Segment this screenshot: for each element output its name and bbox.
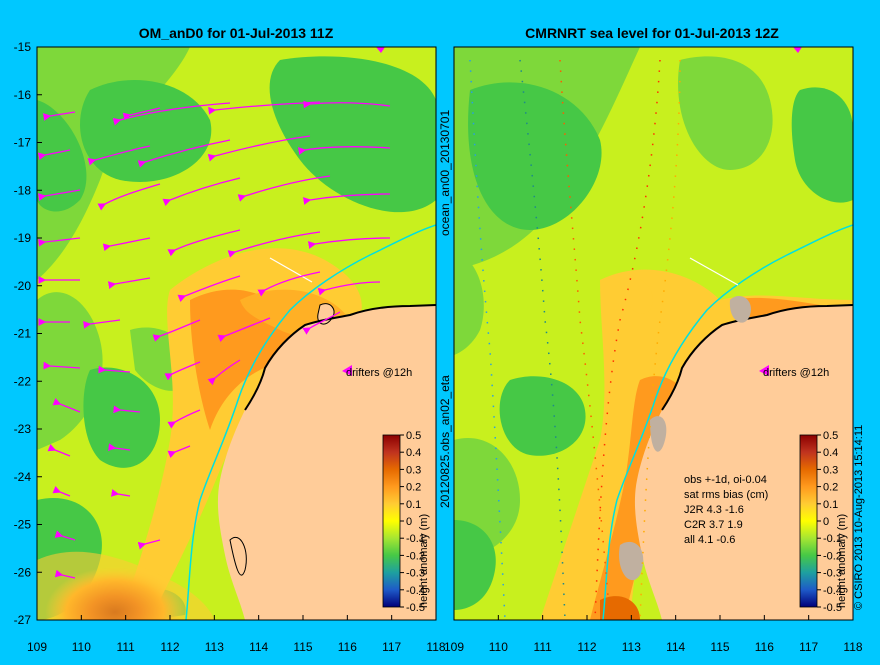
stats-line: obs +-1d, oi-0.04 xyxy=(684,474,767,486)
right-panel-title: CMRNRT sea level for 01-Jul-2013 12Z xyxy=(525,25,779,41)
colorbar-tick-label: -0.1 xyxy=(406,533,425,545)
x-tick-label: 118 xyxy=(426,640,445,654)
left-colorbar-label: height anomaly (m) xyxy=(418,513,430,608)
left-velocity-arrows xyxy=(37,100,391,579)
right-colorbar-ticks: 0.5 0.4 0.3 0.2 0.1 0 -0.1 -0.2 -0.3 -0.4 -0.5 xyxy=(817,430,842,614)
colorbar-tick-label: 0.3 xyxy=(406,464,421,476)
left-y-axis: -15 -16 -17 -18 -19 -20 -21 -22 -23 -24 -25 -26 -27 xyxy=(14,40,42,627)
y-tick-label: -16 xyxy=(14,88,32,102)
x-tick-label: 113 xyxy=(622,640,641,654)
stats-line: J2R 4.3 -1.6 xyxy=(684,504,744,516)
stats-line: all 4.1 -0.6 xyxy=(684,534,735,546)
right-drifters-label: drifters @12h xyxy=(763,367,829,379)
x-tick-label: 113 xyxy=(205,640,224,654)
colorbar-tick-label: 0 xyxy=(406,516,412,528)
left-panel-title: OM_anD0 for 01-Jul-2013 11Z xyxy=(139,25,334,41)
colorbar-tick-label: -0.5 xyxy=(406,602,425,614)
x-tick-label: 110 xyxy=(72,640,91,654)
colorbar-tick-label: 0.2 xyxy=(823,482,838,494)
left-map: drifters @12h 0.5 0.4 0.3 0.2 0.1 0 -0.1 -0.2 -0… xyxy=(37,47,436,620)
y-tick-label: -18 xyxy=(14,183,32,197)
stats-line: sat rms bias (cm) xyxy=(684,489,768,501)
left-colorbar-ticks: 0.5 0.4 0.3 0.2 0.1 0 -0.1 -0.2 -0.3 -0.4 -0.5 xyxy=(400,430,425,614)
colorbar-tick-label: 0.1 xyxy=(823,499,838,511)
x-tick-label: 109 xyxy=(27,640,47,654)
colorbar-tick-label: 0.1 xyxy=(406,499,421,511)
y-tick-label: -17 xyxy=(14,136,32,150)
y-tick-label: -20 xyxy=(14,279,32,293)
colorbar-tick-label: -0.1 xyxy=(823,533,842,545)
colorbar-tick-label: -0.5 xyxy=(823,602,842,614)
right-colorbar xyxy=(799,434,818,608)
left-x-axis: 109 110 111 112 113 114 115 116 117 118 xyxy=(27,615,446,654)
right-observation-tracks xyxy=(469,59,681,620)
colorbar-tick-label: 0.4 xyxy=(406,447,421,459)
x-tick-label: 118 xyxy=(843,640,862,654)
colorbar-tick-label: 0.3 xyxy=(823,464,838,476)
x-tick-label: 116 xyxy=(338,640,357,654)
left-side-label: 20120825.obs_an02_eta xyxy=(438,375,452,508)
colorbar-tick-label: -0.2 xyxy=(406,550,425,562)
colorbar-tick-label: -0.3 xyxy=(823,568,842,580)
colorbar-tick-label: -0.4 xyxy=(406,585,425,597)
x-tick-label: 115 xyxy=(293,640,312,654)
colorbar-tick-label: -0.2 xyxy=(823,550,842,562)
left-drifters-label: drifters @12h xyxy=(346,367,412,379)
x-tick-label: 109 xyxy=(444,640,464,654)
right-map: drifters @12h obs +-1d, oi-0.04 sat rms … xyxy=(454,47,853,620)
x-tick-label: 114 xyxy=(666,640,685,654)
stats-line: C2R 3.7 1.9 xyxy=(684,519,743,531)
colorbar-tick-label: -0.3 xyxy=(406,568,425,580)
y-tick-label: -22 xyxy=(14,374,32,388)
right-x-axis: 109 110 111 112 113 114 115 116 117 118 xyxy=(444,615,863,654)
y-tick-label: -15 xyxy=(14,40,32,54)
x-tick-label: 115 xyxy=(710,640,729,654)
x-tick-label: 112 xyxy=(577,640,596,654)
colorbar-tick-label: -0.4 xyxy=(823,585,842,597)
x-tick-label: 117 xyxy=(799,640,818,654)
colorbar-tick-label: 0.4 xyxy=(823,447,838,459)
y-tick-label: -24 xyxy=(14,470,32,484)
x-tick-label: 110 xyxy=(489,640,508,654)
x-tick-label: 111 xyxy=(117,640,136,654)
y-tick-label: -23 xyxy=(14,422,32,436)
right-stats: obs +-1d, oi-0.04 sat rms bias (cm) J2R … xyxy=(684,474,768,546)
right-colorbar-label: height anomaly (m) xyxy=(836,513,848,608)
credit-label: © CSIRO 2013 10-Aug-2013 15:14:11 xyxy=(853,424,865,610)
x-tick-label: 116 xyxy=(755,640,774,654)
x-tick-label: 111 xyxy=(534,640,553,654)
left-colorbar xyxy=(382,434,401,608)
x-tick-label: 114 xyxy=(249,640,268,654)
colorbar-tick-label: 0.5 xyxy=(823,430,838,442)
colorbar-tick-label: 0.2 xyxy=(406,482,421,494)
x-tick-label: 112 xyxy=(160,640,179,654)
colorbar-tick-label: 0.5 xyxy=(406,430,421,442)
y-tick-label: -25 xyxy=(14,518,32,532)
x-tick-label: 117 xyxy=(382,640,401,654)
y-tick-label: -27 xyxy=(14,613,32,627)
y-tick-label: -21 xyxy=(14,327,32,341)
y-tick-label: -19 xyxy=(14,231,32,245)
y-tick-label: -26 xyxy=(14,565,32,579)
middle-label: ocean_an00_20130701 xyxy=(438,109,452,236)
colorbar-tick-label: 0 xyxy=(823,516,829,528)
